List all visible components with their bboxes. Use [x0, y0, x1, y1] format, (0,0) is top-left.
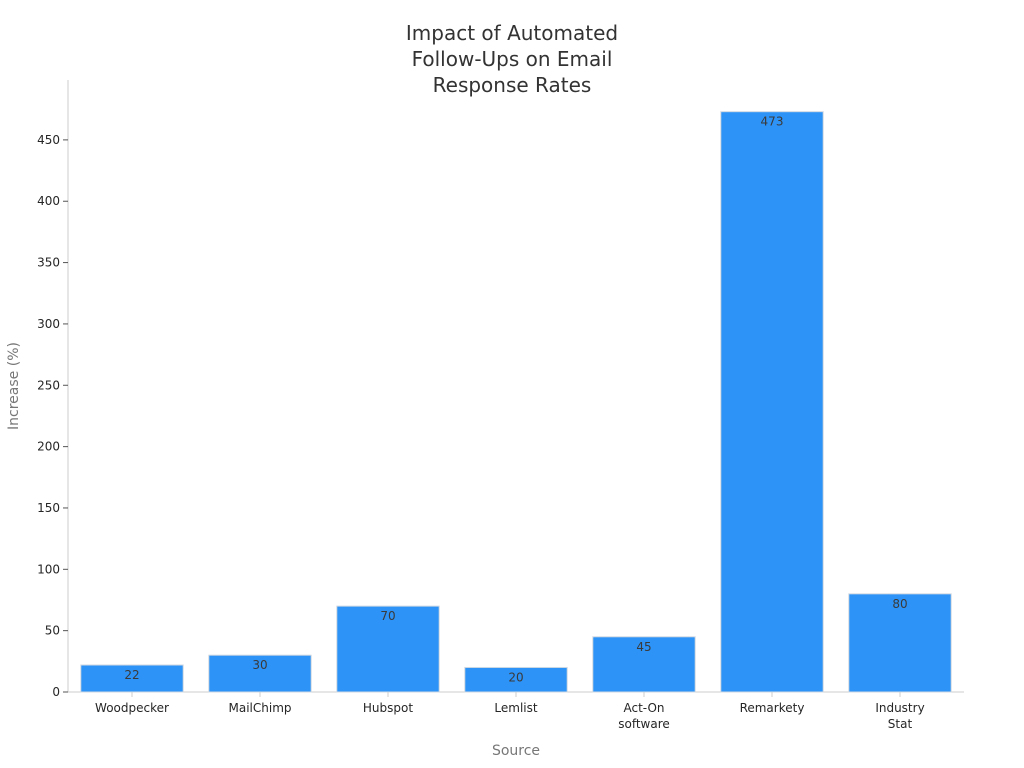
chart-title-line-1: Impact of Automated	[406, 21, 618, 45]
y-tick-label: 250	[37, 378, 60, 392]
bar	[848, 593, 952, 693]
y-tick-label: 350	[37, 256, 60, 270]
x-tick-label: Stat	[888, 717, 913, 731]
y-tick-label: 200	[37, 440, 60, 454]
bar	[336, 605, 440, 693]
x-tick-label: software	[618, 717, 670, 731]
bar	[720, 111, 824, 693]
y-axis-title: Increase (%)	[6, 342, 22, 430]
x-tick-label: Act-On	[623, 701, 664, 715]
chart-title-line-2: Follow-Ups on Email	[412, 47, 613, 71]
x-tick-label: Lemlist	[494, 701, 537, 715]
y-tick-label: 400	[37, 194, 60, 208]
bar	[592, 636, 696, 693]
x-tick-label: Industry	[875, 701, 924, 715]
y-tick-label: 100	[37, 562, 60, 576]
x-tick-label: MailChimp	[229, 701, 292, 715]
x-tick-labels: Woodpecker MailChimp Hubspot Lemlist Act-On s…	[95, 692, 925, 731]
bar	[208, 654, 312, 693]
data-label: 20	[508, 670, 523, 684]
y-tick-label: 450	[37, 133, 60, 147]
y-tick-label: 150	[37, 501, 60, 515]
data-labels: 22 30 70 20 45 473 80	[124, 115, 907, 685]
bars	[80, 111, 952, 693]
x-tick-label: Remarkety	[740, 701, 805, 715]
bar	[80, 664, 184, 693]
x-axis-title: Source	[492, 743, 540, 759]
data-label: 80	[892, 597, 907, 611]
chart-title-line-3: Response Rates	[433, 73, 592, 97]
data-label: 473	[761, 115, 784, 129]
data-label: 70	[380, 609, 395, 623]
y-tick-labels: 0 50 100 150 200 250 300 350 400 450	[37, 133, 68, 699]
chart-title: Impact of Automated Follow-Ups on Email …	[406, 21, 618, 97]
y-tick-label: 50	[45, 624, 60, 638]
x-tick-label: Hubspot	[363, 701, 413, 715]
y-tick-label: 0	[52, 685, 60, 699]
y-tick-label: 300	[37, 317, 60, 331]
x-tick-label: Woodpecker	[95, 701, 169, 715]
data-label: 30	[252, 658, 267, 672]
data-label: 22	[124, 668, 139, 682]
data-label: 45	[636, 640, 651, 654]
bar	[464, 666, 568, 693]
